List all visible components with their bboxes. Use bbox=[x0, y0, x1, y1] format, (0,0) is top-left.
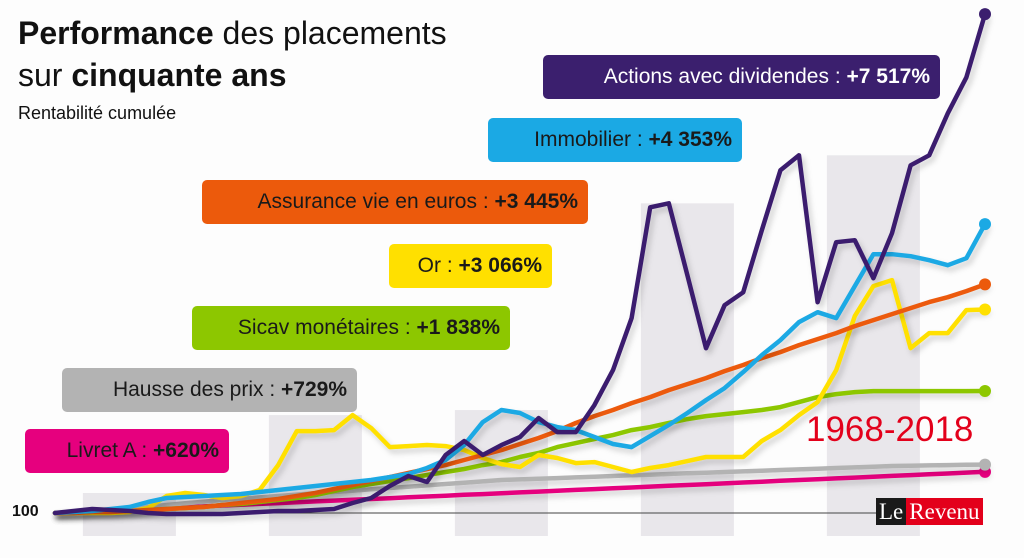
logo-part-1: Le bbox=[876, 498, 907, 525]
legend-value: +620% bbox=[153, 439, 219, 462]
series-line-prix bbox=[52, 462, 988, 516]
legend-name: Or : bbox=[417, 254, 459, 277]
series-line-assurance bbox=[52, 282, 988, 516]
legend-name: Livret A : bbox=[66, 439, 154, 462]
legend-name: Sicav monétaires : bbox=[237, 316, 417, 339]
legend-label-prix: Hausse des prix : +729% bbox=[62, 368, 357, 412]
chart-subtitle: Rentabilité cumulée bbox=[18, 103, 177, 123]
legend-name: Hausse des prix : bbox=[112, 378, 282, 401]
legend-value: +3 445% bbox=[494, 190, 579, 213]
legend-value: +7 517% bbox=[846, 65, 931, 88]
baseline-label: 100 bbox=[12, 503, 39, 520]
series-line-actions bbox=[52, 11, 988, 517]
end-point-actions bbox=[979, 8, 991, 21]
end-point-prix bbox=[979, 458, 991, 471]
end-point-sicav bbox=[979, 384, 991, 397]
legend-value: +3 066% bbox=[458, 254, 543, 277]
legend-label-immobilier: Immobilier : +4 353% bbox=[488, 118, 742, 162]
legend-label-sicav: Sicav monétaires : +1 838% bbox=[192, 306, 510, 350]
legend-label-actions: Actions avec dividendes : +7 517% bbox=[543, 55, 940, 99]
legend-name: Assurance vie en euros : bbox=[257, 190, 495, 213]
title-bold-2: cinquante ans bbox=[71, 57, 287, 93]
title-bold-1: Performance bbox=[18, 15, 214, 51]
period-label: 1968-2018 bbox=[806, 410, 974, 449]
legend-label-assurance: Assurance vie en euros : +3 445% bbox=[202, 180, 588, 224]
shaded-period bbox=[640, 203, 734, 536]
series-line-immobilier bbox=[52, 221, 988, 516]
legend-value: +1 838% bbox=[416, 316, 501, 339]
legend-value: +729% bbox=[281, 378, 347, 401]
legend-name: Immobilier : bbox=[534, 128, 649, 151]
shaded-period bbox=[454, 410, 548, 536]
series-lines bbox=[52, 8, 991, 517]
legend-label-livret: Livret A : +620% bbox=[25, 429, 229, 473]
end-point-or bbox=[979, 303, 991, 316]
le-revenu-logo: Le Revenu bbox=[876, 498, 983, 525]
logo-part-2: Revenu bbox=[906, 498, 983, 525]
legend-name: Actions avec dividendes : bbox=[603, 65, 847, 88]
title-pre-2: sur bbox=[18, 57, 72, 93]
legend-label-or: Or : +3 066% bbox=[389, 244, 552, 288]
chart-title: Performance des placements sur cinquante… bbox=[18, 12, 447, 96]
end-point-immobilier bbox=[979, 218, 991, 231]
title-rest-1: des placements bbox=[213, 15, 447, 51]
shaded-period bbox=[268, 415, 362, 536]
end-point-assurance bbox=[979, 278, 991, 291]
legend-value: +4 353% bbox=[648, 128, 733, 151]
